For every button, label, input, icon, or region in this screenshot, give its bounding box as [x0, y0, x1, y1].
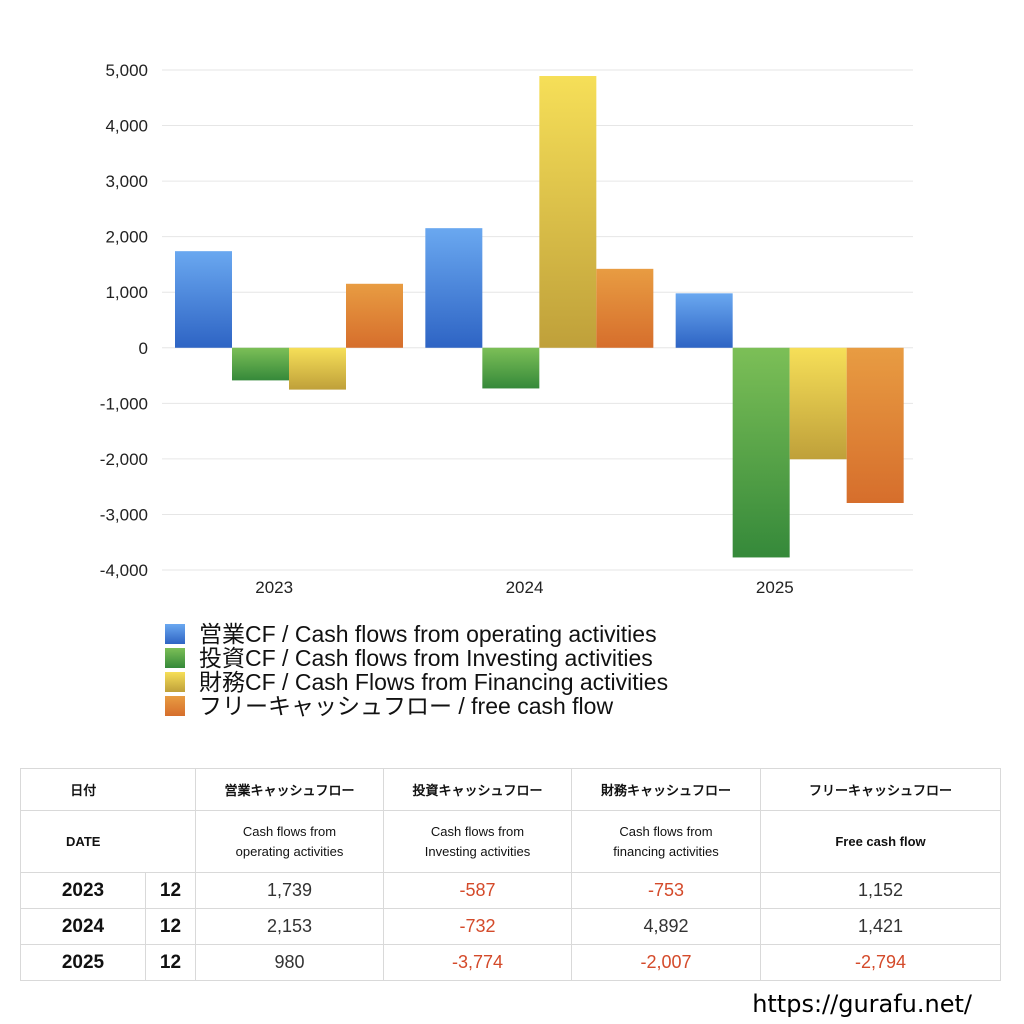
cash-flow-table: 日付 営業キャッシュフロー 投資キャッシュフロー 財務キャッシュフロー フリーキ…: [20, 768, 1001, 981]
legend-swatch-investing: [165, 648, 185, 668]
chart-legend: 営業CF / Cash flows from operating activit…: [165, 622, 668, 718]
bar-free-2023: [346, 283, 403, 348]
bar-operating-2024: [425, 228, 483, 348]
y-tick-label: -2,000: [100, 450, 148, 469]
bar-financing-2023: [289, 347, 346, 390]
header-financing-en-line1: Cash flows from: [619, 823, 713, 839]
y-tick-label: -1,000: [100, 394, 148, 413]
row-financing: 4,892: [571, 908, 761, 945]
header-investing-en-line2: Investing activities: [424, 843, 531, 859]
row-free: 1,152: [760, 872, 1001, 909]
header-investing-en-line1: Cash flows from: [430, 823, 525, 839]
header-investing-jp: 投資キャッシュフロー: [383, 768, 572, 811]
legend-label-investing: 投資CF / Cash flows from Investing activit…: [199, 645, 653, 671]
row-free: -2,794: [760, 944, 1001, 981]
row-free: 1,421: [760, 908, 1001, 945]
header-free-en: Free cash flow: [760, 810, 1001, 873]
y-tick-label: 5,000: [105, 61, 148, 80]
legend-label-free: フリーキャッシュフロー / free cash flow: [199, 693, 614, 719]
legend-label-financing: 財務CF / Cash Flows from Financing activit…: [199, 669, 669, 695]
header-investing-en: Cash flows from Investing activities: [383, 810, 572, 873]
row-investing: -3,774: [383, 944, 572, 981]
row-month: 12: [145, 872, 196, 909]
header-operating-en: Cash flows from operating activities: [195, 810, 384, 873]
bar-financing-2024: [539, 76, 597, 348]
legend-item-investing: 投資CF / Cash flows from Investing activit…: [165, 646, 668, 670]
y-tick-label: 1,000: [105, 283, 148, 302]
table-row: 2023 12 1,739 -587 -753 1,152: [20, 872, 1001, 909]
table-header-jp: 日付 営業キャッシュフロー 投資キャッシュフロー 財務キャッシュフロー フリーキ…: [20, 768, 1001, 811]
x-tick-label: 2024: [506, 578, 544, 597]
legend-swatch-operating: [165, 624, 185, 644]
header-financing-en-line2: financing activities: [613, 843, 719, 859]
header-date-en: DATE: [20, 810, 146, 873]
site-url[interactable]: https://gurafu.net/: [752, 990, 972, 1018]
header-date-jp-spacer: [145, 768, 196, 811]
x-tick-label: 2023: [255, 578, 293, 597]
cash-flow-bar-chart: 5,000 4,000 3,000 2,000 1,000 0 -1,000 -2,000 -3…: [100, 61, 913, 597]
row-financing: -753: [571, 872, 761, 909]
legend-swatch-free: [165, 696, 185, 716]
bar-financing-2025: [789, 347, 847, 460]
y-tick-label: 0: [139, 339, 148, 358]
legend-label-operating: 営業CF / Cash flows from operating activit…: [199, 621, 657, 647]
row-operating: 1,739: [195, 872, 384, 909]
legend-item-free: フリーキャッシュフロー / free cash flow: [165, 694, 668, 718]
bar-free-2024: [596, 268, 654, 348]
row-year: 2023: [20, 872, 146, 909]
header-free-jp: フリーキャッシュフロー: [760, 768, 1001, 811]
row-year: 2025: [20, 944, 146, 981]
row-investing: -587: [383, 872, 572, 909]
row-operating: 980: [195, 944, 384, 981]
y-axis-ticks: 5,000 4,000 3,000 2,000 1,000 0 -1,000 -2,000 -3…: [100, 61, 148, 580]
bar-investing-2025: [732, 347, 790, 558]
grid-lines: [162, 69, 913, 571]
legend-item-operating: 営業CF / Cash flows from operating activit…: [165, 622, 668, 646]
header-financing-en: Cash flows from financing activities: [571, 810, 761, 873]
row-year: 2024: [20, 908, 146, 945]
y-tick-label: 3,000: [105, 172, 148, 191]
y-tick-label: 2,000: [105, 228, 148, 247]
bars: [175, 76, 904, 558]
table-row: 2024 12 2,153 -732 4,892 1,421: [20, 908, 1001, 945]
row-month: 12: [145, 944, 196, 981]
bar-operating-2023: [175, 251, 232, 348]
header-date-en-spacer: [145, 810, 196, 873]
y-tick-label: 4,000: [105, 117, 148, 136]
bar-investing-2024: [482, 347, 540, 389]
header-operating-en-line2: operating activities: [235, 843, 344, 859]
x-tick-label: 2025: [756, 578, 794, 597]
bar-investing-2023: [232, 347, 289, 381]
table-header-en: DATE Cash flows from operating activitie…: [20, 810, 1001, 873]
header-date-jp: 日付: [20, 768, 146, 811]
row-month: 12: [145, 908, 196, 945]
header-operating-en-line1: Cash flows from: [242, 823, 337, 839]
x-axis-ticks: 2023 2024 2025: [255, 578, 793, 597]
bar-operating-2025: [675, 293, 733, 348]
row-operating: 2,153: [195, 908, 384, 945]
legend-item-financing: 財務CF / Cash Flows from Financing activit…: [165, 670, 668, 694]
legend-swatch-financing: [165, 672, 185, 692]
row-investing: -732: [383, 908, 572, 945]
header-financing-jp: 財務キャッシュフロー: [571, 768, 761, 811]
row-financing: -2,007: [571, 944, 761, 981]
table-row: 2025 12 980 -3,774 -2,007 -2,794: [20, 944, 1001, 981]
y-tick-label: -4,000: [100, 561, 148, 580]
bar-free-2025: [846, 347, 904, 503]
header-operating-jp: 営業キャッシュフロー: [195, 768, 384, 811]
y-tick-label: -3,000: [100, 505, 148, 524]
